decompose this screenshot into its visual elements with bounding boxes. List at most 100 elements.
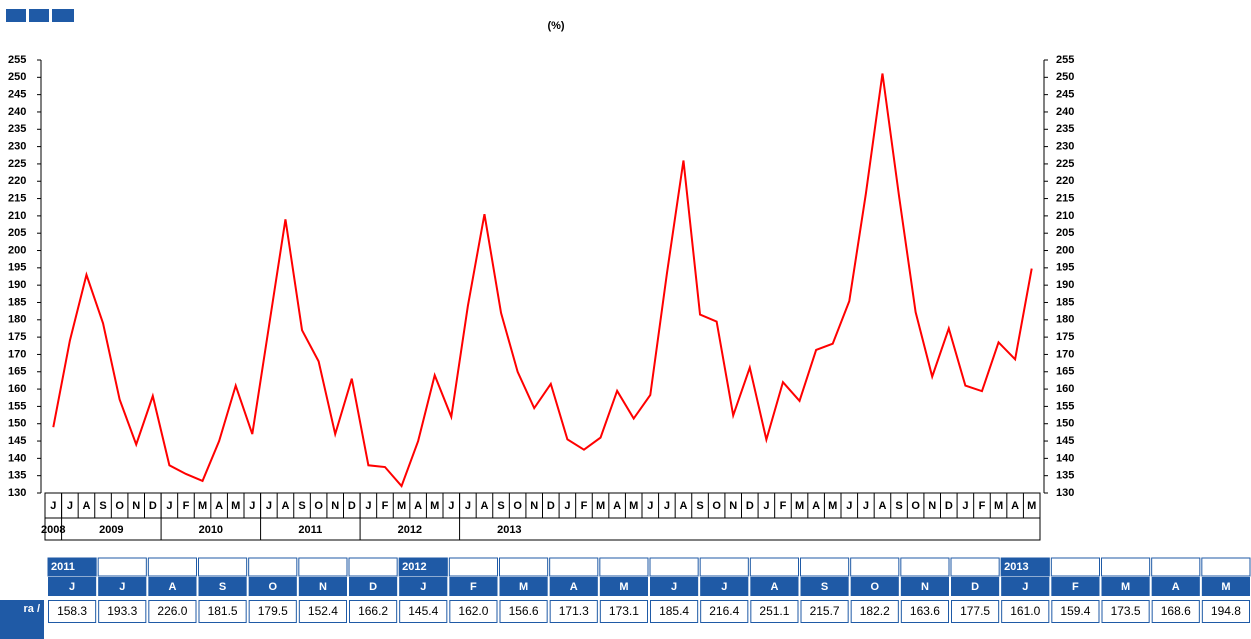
value-cell [399, 600, 448, 623]
x-tick-label: F [382, 500, 389, 512]
month-cell [750, 577, 799, 596]
x-tick-label: O [712, 500, 721, 512]
x-tick-label: A [878, 500, 886, 512]
x-tick-label: M [1027, 500, 1036, 512]
month-cell-label: N [319, 581, 327, 593]
month-cell-label: J [119, 581, 125, 593]
month-cell-label: M [519, 581, 528, 593]
x-tick-label: N [530, 500, 538, 512]
value-cell [549, 600, 598, 623]
x-tick-label: J [67, 500, 73, 512]
x-tick-label: D [746, 500, 754, 512]
month-cell-label: A [1172, 581, 1180, 593]
x-tick-label: M [430, 500, 439, 512]
value-cell [850, 600, 899, 623]
value-cell-label: 226.0 [157, 604, 187, 618]
x-tick-label: S [895, 500, 902, 512]
value-cell [650, 600, 699, 623]
value-cell-label: 181.5 [208, 604, 238, 618]
month-cell-label: F [1072, 581, 1079, 593]
x-tick-label: A [215, 500, 223, 512]
month-cell-label: M [619, 581, 628, 593]
x-tick-label: J [846, 500, 852, 512]
x-tick-label: J [448, 500, 454, 512]
value-cell [248, 600, 297, 623]
x-group-label: 2011 [298, 524, 322, 536]
month-cell-label: A [168, 581, 176, 593]
value-cell-label: 251.1 [759, 604, 789, 618]
month-cell-label: J [671, 581, 677, 593]
x-tick-label: S [497, 500, 504, 512]
value-cell-label: 145.4 [408, 604, 438, 618]
x-tick-label: A [414, 500, 422, 512]
y-tick-label: 180 [8, 314, 26, 326]
row-label-cell [0, 600, 44, 639]
year-cell [549, 557, 599, 577]
y-tick-label: 255 [8, 54, 26, 66]
y-tick-label: 135 [8, 470, 26, 482]
year-cell [1050, 557, 1101, 577]
y-tick-label: 170 [8, 348, 26, 360]
y-tick-label: 130 [8, 487, 26, 499]
y2-tick-label: 195 [1056, 262, 1074, 274]
x-tick-label: A [82, 500, 90, 512]
month-cell [599, 577, 648, 596]
x-tick-label: O [911, 500, 920, 512]
value-cell-label: 185.4 [659, 604, 689, 618]
month-cell-label: J [721, 581, 727, 593]
value-cell [1051, 600, 1100, 623]
x-tick-label: J [50, 500, 56, 512]
y2-tick-label: 235 [1056, 123, 1074, 135]
x-tick-label: D [149, 500, 157, 512]
year-cell [398, 557, 448, 577]
x-tick-label: M [629, 500, 638, 512]
y-tick-label: 230 [8, 141, 26, 153]
x-tick-label: J [647, 500, 653, 512]
value-cell-label: 173.1 [609, 604, 639, 618]
row-label: ra / [23, 603, 40, 615]
y-tick-label: 190 [8, 279, 26, 291]
x-tick-label: N [331, 500, 339, 512]
x-tick-label: S [696, 500, 703, 512]
value-cell [1201, 600, 1251, 623]
value-cell [449, 600, 498, 623]
year-cell [448, 557, 499, 577]
month-cell-label: S [219, 581, 226, 593]
x-tick-label: D [547, 500, 555, 512]
value-cell-label: 168.6 [1161, 604, 1191, 618]
year-cell [248, 557, 298, 577]
value-cell-label: 152.4 [308, 604, 338, 618]
month-cell [1001, 577, 1050, 596]
month-cell-label: S [821, 581, 828, 593]
x-tick-label: J [365, 500, 371, 512]
y-tick-label: 215 [8, 192, 26, 204]
value-cell-label: 173.5 [1111, 604, 1141, 618]
year-cell [97, 557, 147, 577]
value-cell [98, 600, 147, 623]
value-cell [800, 600, 849, 623]
year-cell [198, 557, 248, 577]
year-cell [850, 557, 900, 577]
x-tick-label: N [729, 500, 737, 512]
y2-tick-label: 180 [1056, 314, 1074, 326]
y2-tick-label: 140 [1056, 452, 1074, 464]
x-tick-label: M [231, 500, 240, 512]
month-cell-label: M [1221, 581, 1230, 593]
value-cell-label: 166.2 [358, 604, 388, 618]
x-group-label: 2009 [99, 524, 123, 536]
month-cell [900, 577, 949, 596]
y2-tick-label: 205 [1056, 227, 1074, 239]
year-cell [147, 557, 197, 577]
year-cell [47, 557, 97, 577]
year-cell [699, 557, 749, 577]
value-cell-label: 193.3 [107, 604, 137, 618]
month-cell [98, 577, 147, 596]
month-cell-label: A [570, 581, 578, 593]
value-cell-label: 179.5 [258, 604, 288, 618]
value-cell-label: 158.3 [57, 604, 87, 618]
x-tick-label: J [166, 500, 172, 512]
y-tick-label: 150 [8, 418, 26, 430]
x-tick-label: A [679, 500, 687, 512]
year-cell [649, 557, 699, 577]
